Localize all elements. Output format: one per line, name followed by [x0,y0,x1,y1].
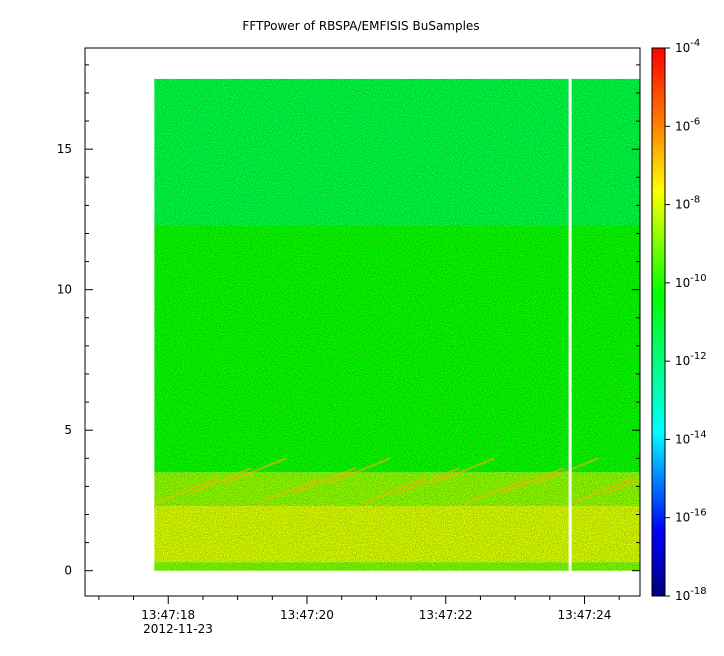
y-tick-label: 15 [57,142,72,156]
colorbar-tick-label: 10-12 [675,351,707,368]
emission-streak [223,457,287,485]
emission-streak [570,476,634,505]
plot-area [153,78,640,571]
colorbar-tick-label: 10-10 [675,273,707,290]
emission-streak [327,457,391,485]
emission-streak [362,476,426,505]
chart-title: FFTPower of RBSPA/EMFISIS BuSamples [242,19,479,33]
colorbar-tick-label: 10-6 [675,116,700,133]
colorbar-gradient [651,47,666,597]
colorbar-tick-label: 10-18 [675,586,707,603]
spectrogram-noise-texture [154,78,640,571]
x-axis-date-label: 2012-11-23 [143,622,213,636]
emission-streak [292,467,356,495]
emission-streak [535,457,599,485]
x-tick-label: 13:47:18 [141,608,195,622]
emission-streak [258,476,322,505]
emission-streak [188,467,252,495]
colorbar-tick-label: 10-16 [675,508,707,525]
data-gap [568,78,572,571]
x-tick-label: 13:47:24 [558,608,612,622]
colorbar-ticks: 10-4 10-6 10-8 10-10 10-12 10-14 10-16 10-18 [665,38,707,603]
colorbar-tick-label: 10-4 [675,38,700,55]
x-axis: 13:47:18 13:47:20 13:47:22 13:47:24 [98,596,620,622]
emission-streaks [153,457,640,505]
plot-frame [84,47,641,597]
colorbar-tick-label: 10-14 [675,429,707,446]
emission-streak [396,467,461,495]
y-tick-label: 0 [64,564,72,578]
colorbar: 10-4 10-6 10-8 10-10 10-12 10-14 10-16 10-18 [651,38,707,603]
x-tick-label: 13:47:20 [280,608,334,622]
emission-streak [466,476,530,505]
emission-streak [153,476,218,505]
emission-streak [431,457,495,485]
y-tick-label: 10 [57,283,72,297]
y-tick-label: 5 [64,423,72,437]
colorbar-tick-label: 10-8 [675,195,700,212]
emission-streak [604,478,640,495]
y-axis: 0 5 10 15 [57,64,640,578]
emission-streak [500,467,565,495]
x-tick-label: 13:47:22 [419,608,473,622]
